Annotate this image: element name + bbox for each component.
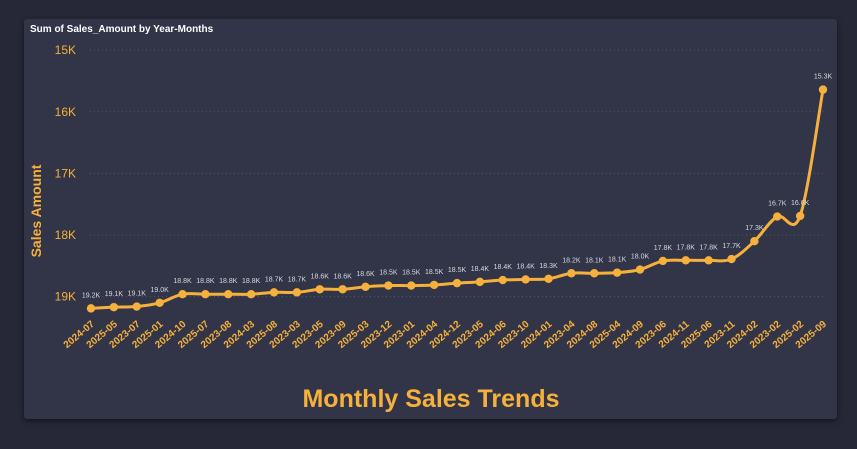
data-label: 16.7K (768, 201, 787, 208)
data-label: 15.3K (814, 74, 833, 81)
data-label: 18.4K (471, 266, 490, 273)
data-label: 17.3K (745, 225, 764, 232)
data-label: 18.8K (219, 278, 238, 285)
data-label: 19.1K (128, 291, 147, 298)
data-point[interactable] (246, 290, 256, 299)
data-label: 18.8K (196, 278, 215, 285)
data-point[interactable] (544, 274, 553, 284)
data-label: 18.2K (562, 257, 581, 264)
y-tick-label: 19K (55, 290, 76, 304)
data-point[interactable] (361, 282, 370, 292)
data-point[interactable] (727, 254, 736, 264)
data-label: 18.3K (539, 263, 558, 270)
line-chart: 15K 16K 17K 18K 19K 2024-072025-052023-07202… (28, 43, 833, 413)
y-tick-label: 18K (55, 228, 76, 242)
data-point[interactable] (155, 298, 164, 308)
data-point[interactable] (86, 304, 96, 313)
data-label: 18.7K (288, 276, 307, 283)
data-label: 18.7K (265, 276, 284, 283)
data-point[interactable] (498, 275, 507, 285)
data-label: 18.1K (585, 257, 604, 264)
chart-title: Monthly Sales Trends (302, 385, 559, 413)
chart-card: Sum of Sales_Amount by Year-Months 15K 16… (24, 19, 837, 419)
data-point[interactable] (567, 269, 576, 278)
data-point[interactable] (292, 288, 302, 297)
data-label: 18.8K (242, 278, 261, 285)
data-label: 18.6K (356, 271, 375, 278)
data-label: 16.6K (791, 200, 810, 207)
data-label: 17.8K (677, 244, 696, 251)
data-point[interactable] (109, 302, 119, 312)
data-points (86, 85, 828, 313)
data-point[interactable] (750, 237, 759, 246)
data-point[interactable] (658, 256, 668, 266)
data-label: 19.0K (150, 287, 169, 294)
data-point[interactable] (269, 288, 279, 297)
data-point[interactable] (452, 278, 462, 288)
data-point[interactable] (795, 211, 805, 221)
data-label: 17.7K (722, 243, 741, 250)
data-label: 17.8K (699, 244, 718, 251)
data-label: 19.1K (105, 291, 124, 298)
data-point[interactable] (612, 268, 622, 277)
data-label: 18.6K (311, 273, 330, 280)
data-label: 18.1K (608, 257, 627, 264)
data-point[interactable] (384, 281, 393, 290)
data-label: 19.2K (82, 292, 101, 299)
data-label: 18.5K (448, 267, 467, 274)
data-point[interactable] (132, 302, 141, 311)
x-axis-ticks: 2024-072025-052023-072025-012024-102025-… (62, 319, 830, 351)
data-point[interactable] (224, 290, 233, 299)
data-label: 18.6K (333, 273, 352, 280)
data-point[interactable] (704, 256, 713, 265)
data-point[interactable] (635, 265, 645, 274)
data-point[interactable] (590, 269, 599, 278)
data-point[interactable] (475, 277, 485, 287)
data-point[interactable] (818, 85, 828, 94)
data-point[interactable] (773, 212, 782, 221)
data-point[interactable] (429, 280, 439, 290)
data-label: 18.5K (402, 270, 421, 277)
series-line (89, 88, 825, 310)
data-label: 18.8K (173, 278, 192, 285)
visual-title: Sum of Sales_Amount by Year-Months (30, 24, 214, 35)
y-tick-label: 16K (55, 105, 76, 119)
data-label: 18.4K (494, 264, 513, 271)
data-point[interactable] (521, 275, 530, 284)
y-axis-ticks: 15K 16K 17K 18K 19K (55, 43, 76, 304)
data-point[interactable] (681, 256, 690, 265)
data-point[interactable] (315, 285, 324, 294)
y-axis-label: Sales Amount (28, 164, 44, 257)
y-tick-label: 17K (55, 166, 76, 180)
data-point[interactable] (178, 290, 187, 299)
y-tick-label: 15K (55, 43, 76, 57)
data-point[interactable] (201, 290, 210, 299)
data-label: 18.5K (425, 269, 444, 276)
data-label: 17.8K (654, 245, 673, 252)
data-label: 18.0K (631, 254, 650, 261)
data-label: 18.5K (379, 270, 398, 277)
data-label: 18.4K (516, 263, 535, 270)
data-point[interactable] (338, 285, 347, 294)
data-point[interactable] (407, 281, 416, 290)
